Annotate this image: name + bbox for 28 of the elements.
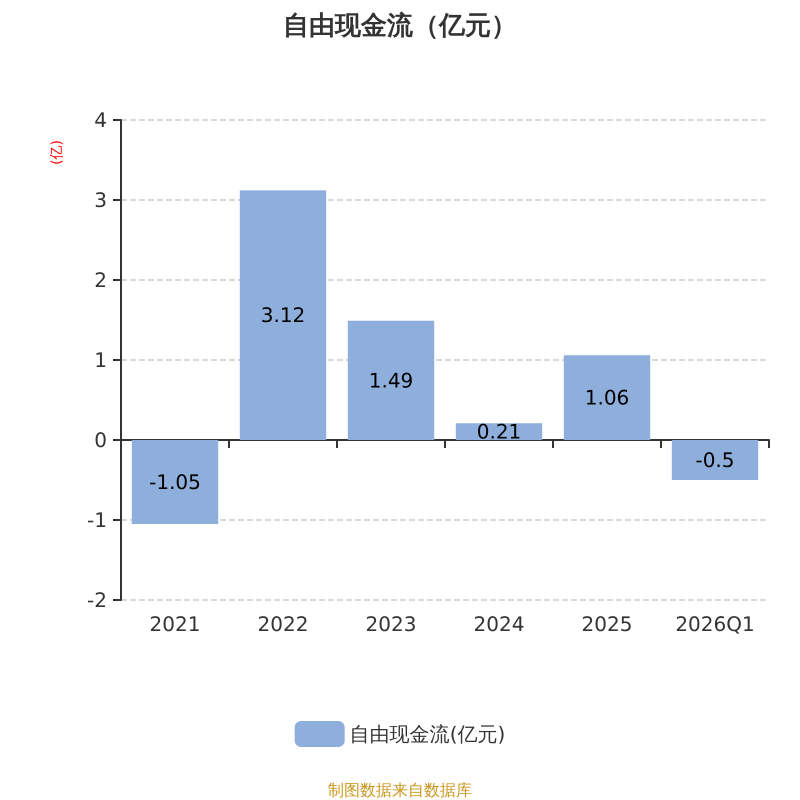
y-tick-label: 1 bbox=[94, 348, 107, 372]
y-tick-label: 3 bbox=[94, 188, 107, 212]
bar bbox=[564, 355, 650, 440]
text: 制图数据来自数据库 bbox=[328, 780, 472, 800]
y-tick-label: -1 bbox=[87, 508, 107, 532]
x-tick-label: 2023 bbox=[366, 612, 416, 636]
y-tick-label: 0 bbox=[94, 428, 107, 452]
y-tick-label: 4 bbox=[94, 108, 107, 132]
data-label: 0.21 bbox=[476, 420, 522, 444]
y-axis-title: (亿) bbox=[49, 140, 65, 165]
x-tick-label: 2026Q1 bbox=[675, 612, 755, 636]
legend-label: 自由现金流(亿元) bbox=[350, 722, 506, 746]
bar bbox=[672, 440, 758, 480]
data-label: 1.49 bbox=[368, 368, 414, 392]
y-tick-label: 2 bbox=[94, 268, 107, 292]
x-tick-label: 2021 bbox=[150, 612, 200, 636]
x-tick-label: 2024 bbox=[474, 612, 524, 636]
data-label: -0.5 bbox=[695, 448, 735, 472]
bar bbox=[240, 190, 326, 440]
y-tick-label: -2 bbox=[87, 588, 107, 612]
x-tick-label: 2022 bbox=[258, 612, 308, 636]
data-label: -1.05 bbox=[149, 470, 201, 494]
bar bbox=[132, 440, 218, 524]
data-label: 3.12 bbox=[260, 303, 306, 328]
data-label: 1.06 bbox=[584, 386, 630, 410]
x-tick-label: 2025 bbox=[582, 612, 632, 636]
chart-title: 自由现金流（亿元） bbox=[283, 11, 517, 41]
bar bbox=[348, 320, 434, 440]
